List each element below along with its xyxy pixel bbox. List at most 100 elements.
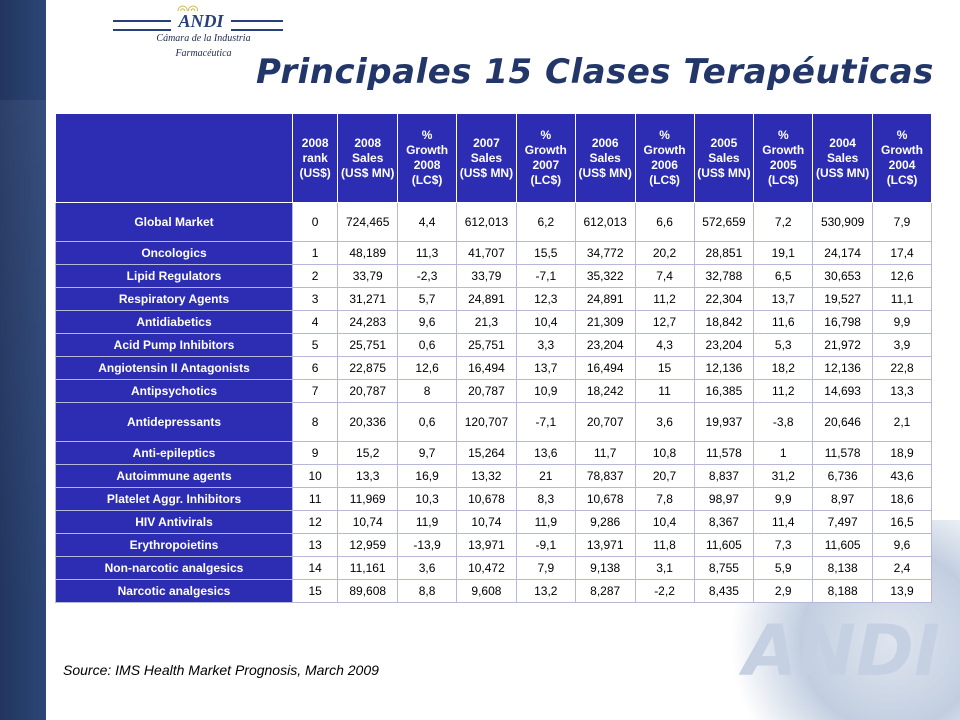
table-cell: 612,013	[574, 202, 636, 242]
table-cell: 15	[291, 579, 339, 603]
table-cell: 13,3	[872, 379, 932, 403]
table-cell: 8,287	[574, 579, 636, 603]
table-cell: 7	[291, 379, 339, 403]
table-cell: 18,242	[574, 379, 636, 403]
table-cell: 43,6	[872, 464, 932, 488]
table-cell: 28,851	[693, 241, 755, 265]
row-label: HIV Antivirals	[55, 510, 293, 534]
table-row: Non-narcotic analgesics 14 11,161 3,6 10,472…	[55, 556, 932, 580]
table-cell: 8,755	[693, 556, 755, 580]
table-cell: 11,161	[337, 556, 399, 580]
table-cell: 11,1	[872, 287, 932, 311]
table-cell: 19,937	[693, 402, 755, 442]
table-cell: 23,204	[693, 333, 755, 357]
table-cell: 13,9	[872, 579, 932, 603]
table-cell: 21,3	[456, 310, 517, 334]
table-cell: 6,6	[634, 202, 695, 242]
table-cell: 13,971	[456, 533, 517, 557]
table-cell: 9,608	[456, 579, 517, 603]
table-cell: 5,9	[753, 556, 814, 580]
table-cell: 21,309	[574, 310, 636, 334]
table-cell: -13,9	[397, 533, 458, 557]
table-cell: 33,79	[456, 264, 517, 288]
table-cell: 10,4	[634, 510, 695, 534]
table-cell: 11,2	[634, 287, 695, 311]
table-cell: 9,6	[872, 533, 932, 557]
table-row: Global Market 0 724,465 4,4 612,013 6,2 612,01…	[55, 202, 932, 242]
row-label: Narcotic analgesics	[55, 579, 293, 603]
table-cell: 16,5	[872, 510, 932, 534]
row-label: Autoimmune agents	[55, 464, 293, 488]
table-cell: -2,2	[634, 579, 695, 603]
watermark-letter-icon: ANDI	[743, 610, 940, 692]
row-label: Anti-epileptics	[55, 441, 293, 465]
table-cell: 16,494	[574, 356, 636, 380]
table-cell: 10,8	[634, 441, 695, 465]
table-cell: 6,5	[753, 264, 814, 288]
table-cell: 11,605	[812, 533, 874, 557]
table-cell: 2	[291, 264, 339, 288]
table-cell: 11	[291, 487, 339, 511]
row-label: Erythropoietins	[55, 533, 293, 557]
table-cell: 8,367	[693, 510, 755, 534]
table-cell: 11,7	[574, 441, 636, 465]
table-cell: 14,693	[812, 379, 874, 403]
table-cell: 10,472	[456, 556, 517, 580]
table-cell: 9,9	[753, 487, 814, 511]
table-cell: 10,678	[456, 487, 517, 511]
left-decorative-strip	[0, 0, 46, 720]
table-cell: 34,772	[574, 241, 636, 265]
table-cell: 2,1	[872, 402, 932, 442]
table-cell: 8,435	[693, 579, 755, 603]
table-cell: 21,972	[812, 333, 874, 357]
table-cell: 7,9	[872, 202, 932, 242]
table-row: Lipid Regulators 2 33,79 -2,3 33,79 -7,1 35,32…	[55, 264, 932, 288]
table-cell: 12,3	[515, 287, 576, 311]
table-cell: 0,6	[397, 402, 458, 442]
table-row: Acid Pump Inhibitors 5 25,751 0,6 25,751 3,3 2…	[55, 333, 932, 357]
table-row: Respiratory Agents 3 31,271 5,7 24,891 12,3 24…	[55, 287, 932, 311]
table-cell: 12,6	[872, 264, 932, 288]
table-cell: 9,7	[397, 441, 458, 465]
table-cell: 4,4	[397, 202, 458, 242]
table-cell: 12,136	[812, 356, 874, 380]
table-row: Antidepressants 8 20,336 0,6 120,707 -7,1 20,7…	[55, 402, 932, 442]
table-cell: 530,909	[812, 202, 874, 242]
table-cell: 30,653	[812, 264, 874, 288]
table-cell: 11,605	[693, 533, 755, 557]
table-cell: 1	[753, 441, 814, 465]
table-cell: 11,2	[753, 379, 814, 403]
table-row: Antidiabetics 4 24,283 9,6 21,3 10,4 21,309 12,…	[55, 310, 932, 334]
table-cell: -3,8	[753, 402, 814, 442]
table-cell: 25,751	[456, 333, 517, 357]
table-cell: 17,4	[872, 241, 932, 265]
table-cell: 7,3	[753, 533, 814, 557]
table-cell: 9	[291, 441, 339, 465]
table-cell: 20,646	[812, 402, 874, 442]
table-cell: -7,1	[515, 402, 576, 442]
table-cell: 22,304	[693, 287, 755, 311]
table-cell: 11,3	[397, 241, 458, 265]
table-cell: 98,97	[693, 487, 755, 511]
table-cell: 78,837	[574, 464, 636, 488]
row-label: Oncologics	[55, 241, 293, 265]
table-cell: 24,174	[812, 241, 874, 265]
table-cell: 6,2	[515, 202, 576, 242]
table-cell: 4,3	[634, 333, 695, 357]
table-cell: 25,751	[337, 333, 399, 357]
table-cell: 3,9	[872, 333, 932, 357]
column-header: 2007 Sales (US$ MN)	[456, 113, 517, 203]
table-cell: 31,2	[753, 464, 814, 488]
table-cell: 2,9	[753, 579, 814, 603]
table-cell: 8,837	[693, 464, 755, 488]
table-cell: 32,788	[693, 264, 755, 288]
table-cell: 12,959	[337, 533, 399, 557]
table-cell: 572,659	[693, 202, 755, 242]
table-cell: 12	[291, 510, 339, 534]
table-cell: 120,707	[456, 402, 517, 442]
table-cell: 10,74	[456, 510, 517, 534]
table-cell: 20,787	[337, 379, 399, 403]
table-cell: 6,736	[812, 464, 874, 488]
column-header: 2005 Sales (US$ MN)	[693, 113, 755, 203]
table-row: Anti-epileptics 9 15,2 9,7 15,264 13,6 11,7 10,…	[55, 441, 932, 465]
